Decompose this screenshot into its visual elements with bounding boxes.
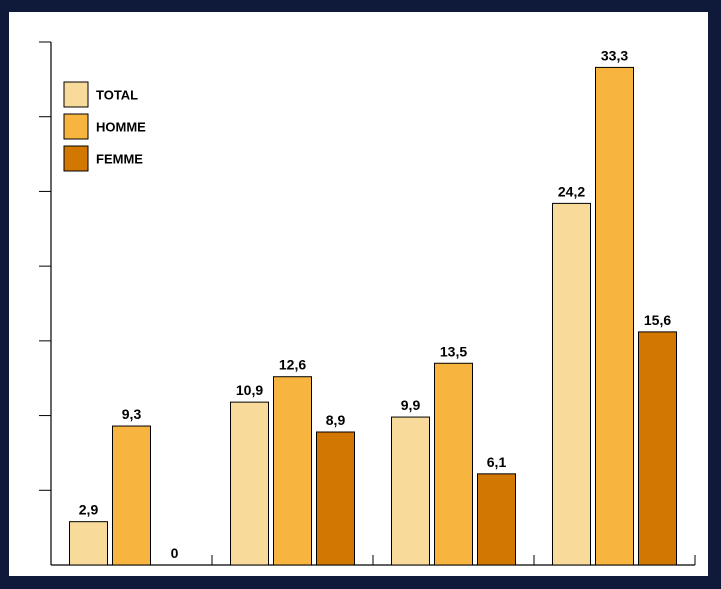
data-label-femme-4: 15,6 [644,312,671,328]
data-label-total-2: 10,9 [236,382,263,398]
data-label-femme-2: 8,9 [326,412,346,428]
bar-total-4 [552,202,591,566]
data-label-homme-2: 12,6 [279,357,306,373]
chart-panel: 2,9 9,3 0 10,9 12,6 8,9 9,9 13,5 6,1 24,2 33,3 15,6… [9,12,708,576]
data-label-total-3: 9,9 [401,397,421,413]
bar-homme-2 [273,376,312,566]
legend: TOTAL HOMME FEMME [63,81,146,172]
bar-total-3 [391,416,430,566]
data-label-femme-1: 0 [171,545,179,561]
data-label-homme-3: 13,5 [440,343,467,359]
data-label-homme-1: 9,3 [122,406,142,422]
bar-femme-3 [477,473,516,566]
legend-label-femme: FEMME [96,152,143,167]
value-labels: 2,9 9,3 0 10,9 12,6 8,9 9,9 13,5 6,1 24,2 33,3 15,6 [79,47,672,561]
legend-swatch-femme [63,145,89,172]
bar-homme-3 [434,362,473,566]
bar-femme-2 [316,431,355,566]
bar-total-1 [69,521,108,566]
bar-homme-4 [595,66,634,566]
data-label-total-1: 2,9 [79,502,99,518]
bar-femme-4 [638,331,677,566]
legend-swatch-total [63,81,89,108]
legend-swatch-homme [63,113,89,140]
bar-total-2 [230,401,269,566]
data-label-femme-3: 6,1 [487,454,507,470]
bar-chart: 2,9 9,3 0 10,9 12,6 8,9 9,9 13,5 6,1 24,2 33,3 15,6… [39,41,696,566]
legend-label-total: TOTAL [96,88,138,103]
bars [69,66,677,566]
data-label-total-4: 24,2 [558,183,585,199]
legend-label-homme: HOMME [96,120,146,135]
bar-homme-1 [112,425,151,566]
data-label-homme-4: 33,3 [601,47,628,63]
